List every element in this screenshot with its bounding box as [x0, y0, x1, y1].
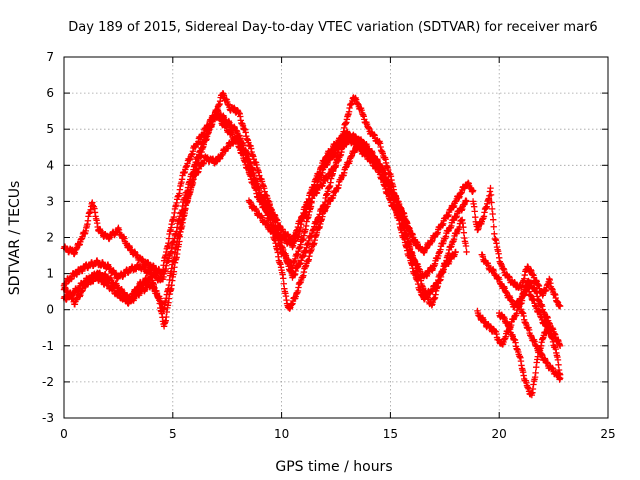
- y-tick-label: 7: [46, 50, 54, 64]
- y-tick-label: -2: [42, 375, 54, 389]
- data-point: [487, 191, 495, 199]
- y-tick-label: 5: [46, 122, 54, 136]
- data-point: [463, 248, 470, 256]
- plot-frame: [63, 56, 609, 419]
- data-point: [487, 184, 494, 192]
- y-tick-label: 3: [46, 194, 54, 208]
- data-point: [556, 302, 564, 310]
- chart-title: Day 189 of 2015, Sidereal Day-to-day VTE…: [68, 20, 597, 35]
- x-tick-label: 0: [60, 427, 68, 441]
- data-point: [469, 187, 477, 194]
- ticks-layer: 0 5 10 15 20 25 -3 -2 -1 0 1 2 3 4 5 6 7: [42, 50, 616, 441]
- data-point: [532, 369, 539, 377]
- data-point: [556, 375, 564, 382]
- x-tick-label: 15: [383, 427, 398, 441]
- x-tick-label: 5: [169, 427, 177, 441]
- y-tick-label: 2: [46, 231, 54, 245]
- x-axis-label: GPS time / hours: [275, 459, 392, 475]
- data-point: [490, 223, 497, 230]
- data-point: [413, 241, 420, 248]
- series-track-7: [478, 251, 564, 378]
- data-point: [463, 198, 470, 205]
- data-point: [490, 216, 497, 223]
- data-point: [488, 199, 495, 206]
- y-tick-label: 6: [46, 86, 54, 100]
- x-tick-label: 20: [492, 427, 507, 441]
- y-tick-label: 1: [46, 267, 54, 281]
- series-track-5: [245, 131, 420, 251]
- series-track-4: [60, 133, 459, 314]
- data-point: [462, 242, 470, 250]
- data-point: [452, 248, 459, 256]
- data-point: [460, 229, 468, 236]
- series-track-10: [517, 306, 564, 383]
- data-point: [460, 223, 467, 231]
- y-tick-label: 4: [46, 158, 54, 172]
- y-axis-label: SDTVAR / TECUs: [7, 181, 23, 296]
- data-point: [556, 342, 564, 349]
- series-track-8: [474, 277, 564, 349]
- series-track-6: [469, 184, 564, 310]
- y-tick-label: -3: [42, 411, 54, 425]
- data-point: [489, 210, 496, 218]
- data-point: [471, 208, 478, 215]
- y-tick-label: -1: [42, 339, 54, 353]
- x-tick-label: 10: [274, 427, 289, 441]
- data-points-layer: [60, 90, 564, 399]
- x-tick-label: 25: [600, 427, 615, 441]
- y-tick-label: 0: [46, 303, 54, 317]
- data-point: [546, 320, 553, 328]
- data-point: [280, 275, 287, 282]
